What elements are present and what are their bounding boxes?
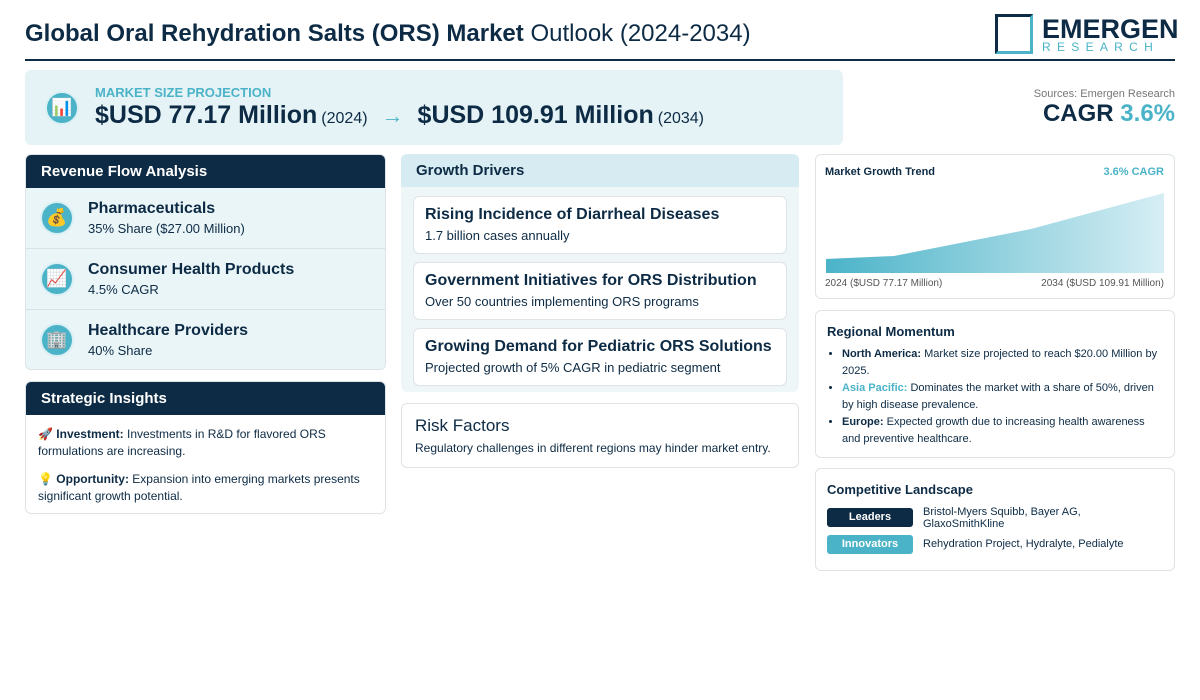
projection-label: MARKET SIZE PROJECTION: [95, 85, 272, 100]
competitive-card: Competitive Landscape Leaders Bristol-Mye…: [815, 468, 1175, 571]
end-year: (2034): [657, 110, 704, 127]
row-text: Bristol-Myers Squibb, Bayer AG, GlaxoSmi…: [923, 506, 1081, 530]
risk-title: Risk Factors: [415, 416, 510, 435]
region-item: Europe: Expected growth due to increasin…: [842, 414, 1162, 448]
tag: Innovators: [827, 535, 913, 554]
icon: 🚀: [38, 427, 53, 441]
sources: Sources: Emergen Research: [1033, 88, 1175, 100]
region-text: Expected growth due to increasing health…: [842, 416, 1145, 445]
risk-card: Risk Factors Regulatory challenges in di…: [401, 403, 799, 468]
icon: 💰: [40, 201, 74, 235]
item-detail: 4.5% CAGR: [88, 282, 159, 297]
icon: 📈: [40, 262, 74, 296]
page-title: Global Oral Rehydration Salts (ORS) Mark…: [25, 20, 751, 48]
arrow: →: [381, 103, 404, 128]
insights-card: Strategic Insights 🚀 Investment: Investm…: [25, 381, 386, 514]
region-name: Asia Pacific:: [842, 382, 908, 394]
logo-main: EMERGEN: [1042, 14, 1179, 44]
item-name: Pharmaceuticals: [88, 200, 216, 217]
driver: Rising Incidence of Diarrheal Diseases 1.…: [413, 196, 787, 254]
region-item: North America: Market size projected to …: [842, 346, 1162, 380]
insight-text: Expansion into emerging markets presents…: [38, 472, 360, 503]
regional-card: Regional Momentum North America: Market …: [815, 310, 1175, 458]
insight-text: Investments in R&D for flavored ORS form…: [38, 427, 326, 458]
trend-badge: 3.6% CAGR: [1103, 166, 1164, 178]
region-item: Asia Pacific: Dominates the market with …: [842, 380, 1162, 414]
trend-start: 2024 ($USD 77.17 Million): [825, 278, 943, 289]
start-year: (2024): [321, 110, 368, 127]
region-text: Dominates the market with a share of 50%…: [842, 382, 1154, 411]
revenue-card: Revenue Flow Analysis 💰 Pharmaceuticals 35…: [25, 154, 386, 370]
start-value: $USD 77.17 Million: [95, 101, 318, 129]
cagr-value: 3.6%: [1120, 100, 1175, 127]
region-name: Europe:: [842, 416, 884, 428]
cagr: CAGR 3.6%: [1043, 100, 1175, 128]
driver: Growing Demand for Pediatric ORS Solutio…: [413, 328, 787, 386]
region-text: Market size projected to reach $20.00 Mi…: [842, 348, 1158, 377]
insight: 💡 Opportunity: Expansion into emerging m…: [26, 471, 385, 505]
driver-detail: Projected growth of 5% CAGR in pediatric…: [425, 360, 721, 375]
driver-title: Rising Incidence of Diarrheal Diseases: [425, 206, 720, 223]
item-detail: 40% Share: [88, 343, 153, 358]
revenue-item: 📈 Consumer Health Products 4.5% CAGR: [26, 249, 385, 310]
regional-title: Regional Momentum: [827, 324, 955, 339]
driver-title: Growing Demand for Pediatric ORS Solutio…: [425, 338, 772, 355]
card-header: Growth Drivers: [401, 154, 799, 187]
trend-end: 2034 ($USD 109.91 Million): [1041, 278, 1164, 289]
revenue-item: 🏢 Healthcare Providers 40% Share: [26, 310, 385, 369]
revenue-item: 💰 Pharmaceuticals 35% Share ($27.00 Millio…: [26, 188, 385, 249]
icon: 🏢: [40, 323, 74, 357]
title-light: Outlook (2024-2034): [530, 20, 751, 47]
item-name: Consumer Health Products: [88, 261, 295, 278]
regional-list: North America: Market size projected to …: [816, 346, 1174, 448]
tag: Leaders: [827, 508, 913, 527]
icon: 💡: [38, 472, 53, 486]
risk-text: Regulatory challenges in different regio…: [415, 441, 771, 455]
header-rule: [25, 59, 1175, 61]
card-header: Strategic Insights: [26, 382, 385, 415]
end-value: $USD 109.91 Million: [417, 101, 654, 129]
row-text: Rehydration Project, Hydralyte, Pedialyt…: [923, 538, 1124, 550]
competitive-title: Competitive Landscape: [827, 482, 973, 497]
trend-graphic: [826, 193, 1164, 273]
card-header: Revenue Flow Analysis: [26, 155, 385, 188]
insight-label: Investment:: [56, 427, 124, 441]
title-bold: Global Oral Rehydration Salts (ORS) Mark…: [25, 20, 524, 47]
logo: EMERGEN RESEARCH: [995, 14, 1179, 56]
drivers-card: Growth Drivers Rising Incidence of Diarr…: [401, 154, 799, 392]
logo-mark: [995, 14, 1033, 54]
insight: 🚀 Investment: Investments in R&D for fla…: [26, 426, 385, 460]
driver-detail: Over 50 countries implementing ORS progr…: [425, 294, 699, 309]
cagr-label: CAGR: [1042, 100, 1114, 127]
driver-detail: 1.7 billion cases annually: [425, 228, 570, 243]
item-name: Healthcare Providers: [88, 322, 249, 339]
projection-box: 📊 MARKET SIZE PROJECTION $USD 77.17 Mill…: [25, 70, 843, 145]
logo-sub: RESEARCH: [1042, 40, 1160, 54]
trend-area: [826, 193, 1164, 273]
projection-icon: 📊: [45, 91, 79, 125]
driver-title: Government Initiatives for ORS Distribut…: [425, 272, 757, 289]
region-name: North America:: [842, 348, 922, 360]
insight-label: Opportunity:: [56, 472, 129, 486]
item-detail: 35% Share ($27.00 Million): [88, 221, 245, 236]
trend-card: Market Growth Trend 3.6% CAGR 2024 ($USD…: [815, 154, 1175, 299]
driver: Government Initiatives for ORS Distribut…: [413, 262, 787, 320]
projection-values: $USD 77.17 Million (2024) → $USD 109.91 Mil…: [95, 101, 714, 130]
trend-title: Market Growth Trend: [825, 166, 936, 178]
